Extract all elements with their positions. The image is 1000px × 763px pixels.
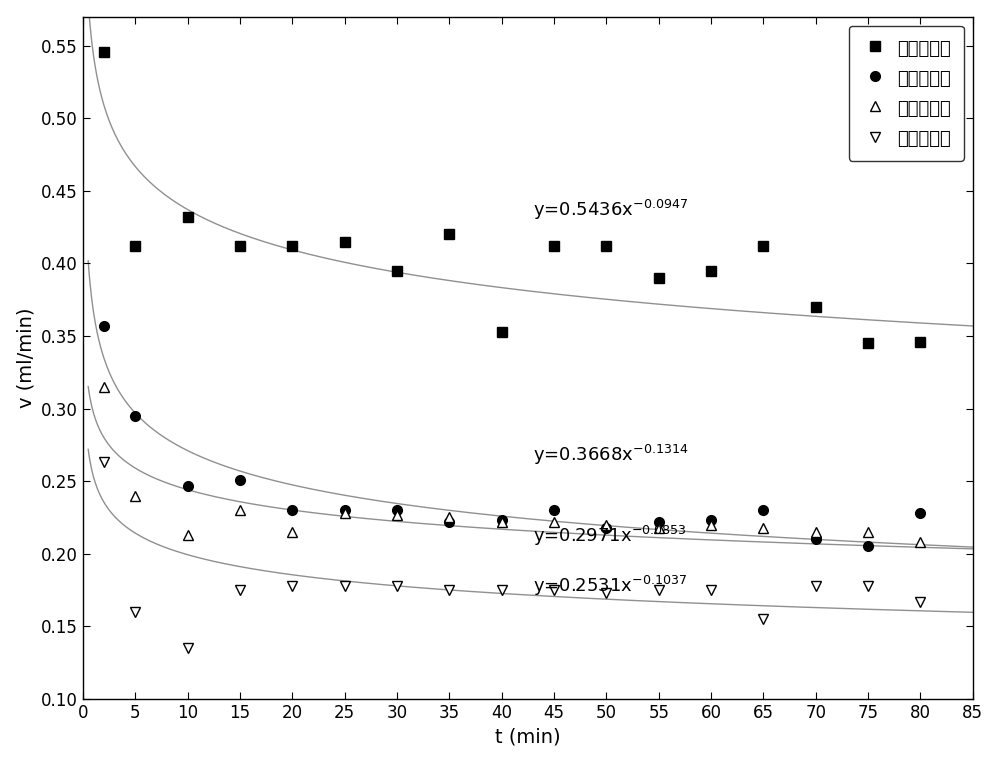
- Legend: 第一次淤洗, 第二次淤洗, 第三次淤洗, 第四次淤洗: 第一次淤洗, 第二次淤洗, 第三次淤洗, 第四次淤洗: [849, 26, 964, 161]
- X-axis label: t (min): t (min): [495, 727, 561, 746]
- Y-axis label: v (ml/min): v (ml/min): [17, 307, 36, 408]
- Text: y=0.5436x$^{-0.0947}$: y=0.5436x$^{-0.0947}$: [533, 198, 688, 222]
- Text: y=0.2531x$^{-0.1037}$: y=0.2531x$^{-0.1037}$: [533, 574, 687, 597]
- Text: y=0.3668x$^{-0.1314}$: y=0.3668x$^{-0.1314}$: [533, 443, 689, 467]
- Text: y=0.2971x$^{-0.0853}$: y=0.2971x$^{-0.0853}$: [533, 524, 687, 549]
